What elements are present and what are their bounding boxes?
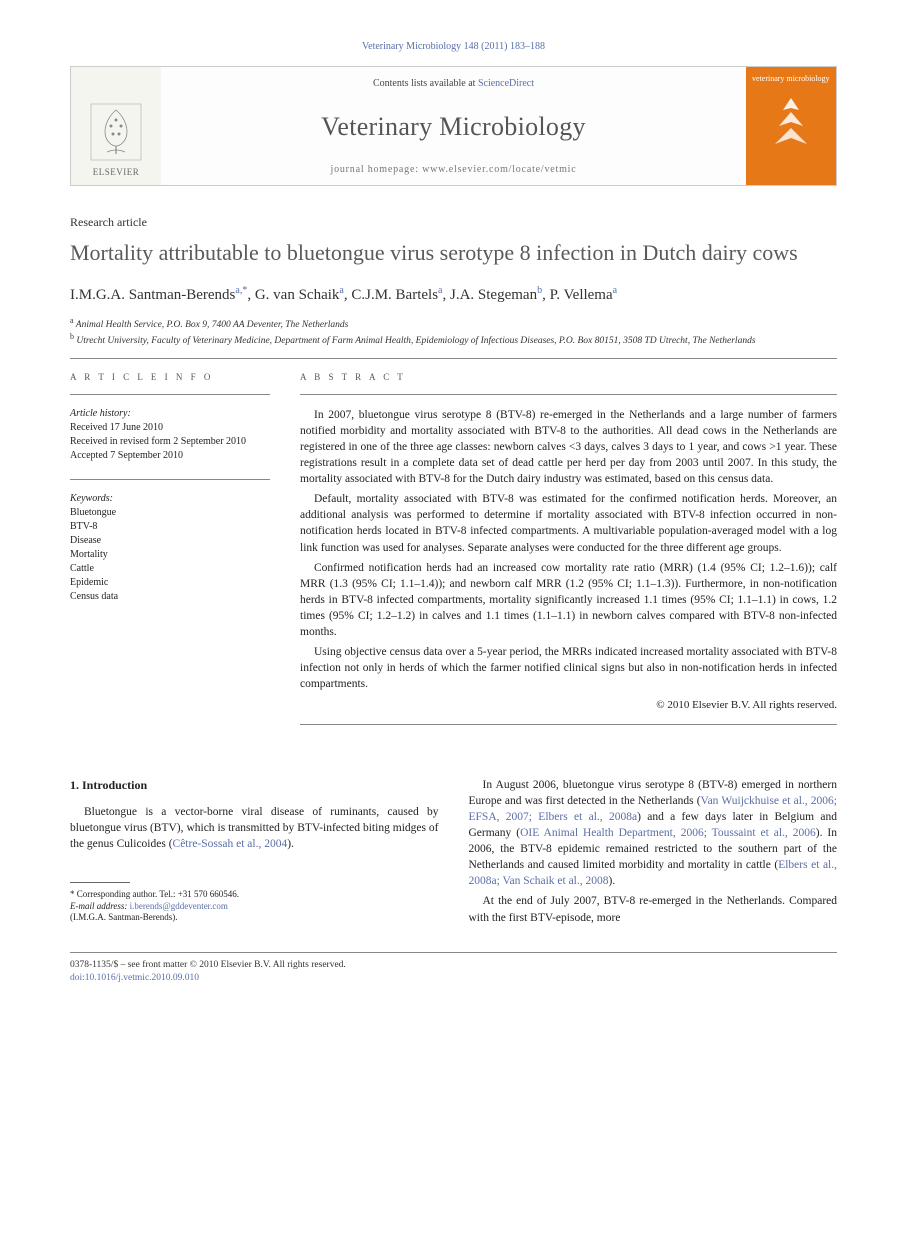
divider	[300, 724, 837, 725]
revised-date: Received in revised form 2 September 201…	[70, 435, 270, 449]
body-text: ).	[609, 875, 616, 887]
keywords-label: Keywords:	[70, 492, 270, 506]
cover-title: veterinary microbiology	[752, 75, 830, 84]
keyword: Bluetongue	[70, 506, 270, 520]
body-para: Bluetongue is a vector-borne viral disea…	[70, 804, 439, 852]
section-heading: 1. Introduction	[70, 777, 439, 794]
elsevier-logo: ELSEVIER	[89, 102, 143, 179]
left-column: 1. Introduction Bluetongue is a vector-b…	[70, 777, 439, 930]
keyword: Mortality	[70, 548, 270, 562]
banner-center: Contents lists available at ScienceDirec…	[161, 67, 746, 185]
author: , G. van Schaik	[247, 287, 339, 303]
abstract-copyright: © 2010 Elsevier B.V. All rights reserved…	[300, 698, 837, 713]
author-aff: a	[613, 285, 617, 296]
keyword: Epidemic	[70, 576, 270, 590]
publisher-logo-box: ELSEVIER	[71, 67, 161, 185]
keywords-block: Keywords: Bluetongue BTV-8 Disease Morta…	[70, 492, 270, 604]
article-title: Mortality attributable to bluetongue vir…	[70, 239, 837, 267]
article-info-label: A R T I C L E I N F O	[70, 371, 270, 384]
author: , J.A. Stegeman	[443, 287, 538, 303]
article-history: Article history: Received 17 June 2010 R…	[70, 407, 270, 463]
history-label: Article history:	[70, 407, 270, 421]
divider	[70, 479, 270, 480]
contents-available-line: Contents lists available at ScienceDirec…	[373, 77, 534, 91]
contents-prefix: Contents lists available at	[373, 78, 478, 89]
journal-homepage: journal homepage: www.elsevier.com/locat…	[330, 163, 576, 177]
article-info-column: A R T I C L E I N F O Article history: R…	[70, 371, 270, 737]
corresponding-footnote: * Corresponding author. Tel.: +31 570 66…	[70, 889, 439, 924]
keyword: Disease	[70, 534, 270, 548]
abstract-para: Default, mortality associated with BTV-8…	[300, 491, 837, 555]
email-label: E-mail address:	[70, 901, 130, 911]
footnote-rule	[70, 882, 130, 883]
affiliation-a: a Animal Health Service, P.O. Box 9, 740…	[70, 316, 837, 332]
journal-banner: ELSEVIER Contents lists available at Sci…	[70, 66, 837, 186]
keyword: Cattle	[70, 562, 270, 576]
body-para: In August 2006, bluetongue virus serotyp…	[469, 777, 838, 890]
author: , C.J.M. Bartels	[344, 287, 438, 303]
reference-link[interactable]: OIE Animal Health Department, 2006; Tous…	[520, 827, 816, 839]
keyword: Census data	[70, 590, 270, 604]
abstract-column: A B S T R A C T In 2007, bluetongue viru…	[300, 371, 837, 737]
divider	[70, 358, 837, 359]
abstract-label: A B S T R A C T	[300, 371, 837, 384]
divider	[70, 394, 270, 395]
affiliations: a Animal Health Service, P.O. Box 9, 740…	[70, 316, 837, 348]
author: I.M.G.A. Santman-Berends	[70, 287, 235, 303]
sciencedirect-link[interactable]: ScienceDirect	[478, 78, 534, 89]
abstract-para: Confirmed notification herds had an incr…	[300, 560, 837, 640]
journal-cover: veterinary microbiology	[746, 67, 836, 185]
accepted-date: Accepted 7 September 2010	[70, 449, 270, 463]
issn-line: 0378-1135/$ – see front matter © 2010 El…	[70, 959, 837, 972]
author: , P. Vellema	[542, 287, 613, 303]
email-link[interactable]: i.berends@gddeventer.com	[130, 901, 228, 911]
body-text: ).	[287, 838, 294, 850]
info-abstract-row: A R T I C L E I N F O Article history: R…	[70, 371, 837, 737]
cover-art-icon	[761, 90, 821, 150]
body-columns: 1. Introduction Bluetongue is a vector-b…	[70, 777, 837, 930]
footer-rule	[70, 952, 837, 953]
journal-name: Veterinary Microbiology	[321, 109, 586, 145]
corr-author-line: * Corresponding author. Tel.: +31 570 66…	[70, 889, 439, 901]
abstract-para: Using objective census data over a 5-yea…	[300, 644, 837, 692]
corr-owner: (I.M.G.A. Santman-Berends).	[70, 912, 439, 924]
divider	[300, 394, 837, 395]
abstract-para: In 2007, bluetongue virus serotype 8 (BT…	[300, 407, 837, 487]
citation-line: Veterinary Microbiology 148 (2011) 183–1…	[70, 40, 837, 54]
elsevier-tree-icon	[89, 102, 143, 162]
right-column: In August 2006, bluetongue virus serotyp…	[469, 777, 838, 930]
email-line: E-mail address: i.berends@gddeventer.com	[70, 901, 439, 913]
doi-line[interactable]: doi:10.1016/j.vetmic.2010.09.010	[70, 972, 837, 985]
reference-link[interactable]: Cêtre-Sossah et al., 2004	[173, 838, 288, 850]
keyword: BTV-8	[70, 520, 270, 534]
affiliation-b: b Utrecht University, Faculty of Veterin…	[70, 332, 837, 348]
author-list: I.M.G.A. Santman-Berendsa,*, G. van Scha…	[70, 284, 837, 306]
article-type: Research article	[70, 214, 837, 231]
received-date: Received 17 June 2010	[70, 421, 270, 435]
body-para: At the end of July 2007, BTV-8 re-emerge…	[469, 893, 838, 925]
publisher-name: ELSEVIER	[89, 166, 143, 179]
